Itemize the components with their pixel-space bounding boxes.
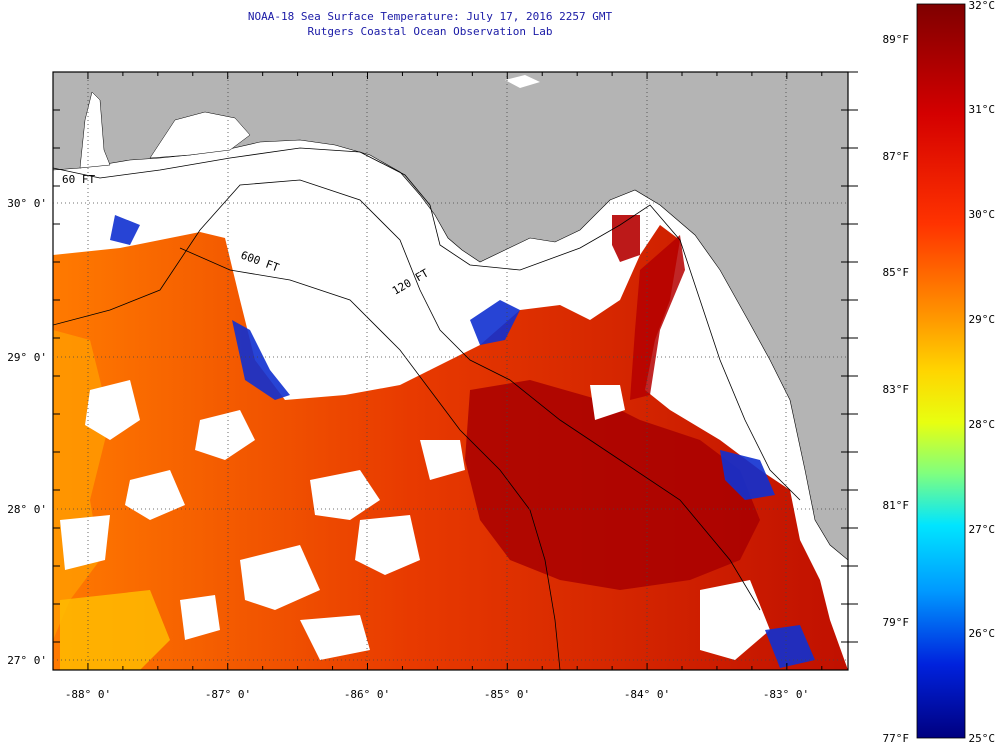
isobath-label-60ft: 60 FT [62, 173, 95, 186]
colorbar-fahrenheit-labels: 89°F 87°F 85°F 83°F 81°F 79°F 77°F [883, 33, 910, 745]
graticule [53, 72, 848, 670]
colorbar-celsius-labels: 32°C 31°C 30°C 29°C 28°C 27°C 26°C 25°C [969, 0, 996, 745]
colorbar-celsius-label: 29°C [969, 313, 996, 326]
latitude-label: 29° 0' [7, 351, 47, 364]
lake-cloud-patch [505, 75, 540, 88]
map-border [52, 71, 849, 671]
colorbar-fahrenheit-label: 83°F [883, 383, 910, 396]
colorbar-celsius-label: 25°C [969, 732, 996, 745]
isobath-600ft [179, 247, 561, 670]
colorbar-fahrenheit-label: 81°F [883, 499, 910, 512]
mobile-bay [79, 91, 111, 169]
longitude-labels: -88° 0' -87° 0' -86° 0' -85° 0' -84° 0' -83° … [65, 688, 809, 701]
frame-ticks [52, 71, 858, 670]
longitude-label: -88° 0' [65, 688, 111, 701]
sst-cooler-southwest [60, 590, 170, 670]
latitude-label: 27° 0' [7, 654, 47, 667]
sst-hot-plume [612, 215, 640, 262]
colorbar-celsius-label: 31°C [969, 103, 996, 116]
colorbar-fahrenheit-label: 85°F [883, 266, 910, 279]
colorbar [916, 3, 966, 739]
colorbar-celsius-label: 30°C [969, 208, 996, 221]
colorbar-celsius-label: 32°C [969, 0, 996, 12]
longitude-label: -84° 0' [624, 688, 670, 701]
cool-coastal-fringe [110, 215, 815, 668]
latitude-label: 30° 0' [7, 197, 47, 210]
latitude-label: 28° 0' [7, 503, 47, 516]
coastal-lagoon [149, 111, 251, 159]
map-title: NOAA-18 Sea Surface Temperature: July 17… [247, 10, 613, 23]
cloud-patches [60, 240, 770, 660]
longitude-label: -87° 0' [205, 688, 251, 701]
isobath-120ft [53, 179, 761, 611]
colorbar-fahrenheit-label: 87°F [883, 150, 910, 163]
longitude-label: -85° 0' [484, 688, 530, 701]
sst-hot-core [465, 380, 760, 590]
colorbar-fahrenheit-label: 79°F [883, 616, 910, 629]
colorbar-fahrenheit-label: 77°F [883, 732, 910, 745]
latitude-labels: 30° 0' 29° 0' 28° 0' 27° 0' [7, 197, 47, 667]
map-subtitle: Rutgers Coastal Ocean Observation Lab [307, 25, 553, 38]
colorbar-celsius-label: 28°C [969, 418, 996, 431]
colorbar-celsius-label: 26°C [969, 627, 996, 640]
isobath-60ft [53, 147, 801, 501]
longitude-label: -83° 0' [763, 688, 809, 701]
colorbar-fahrenheit-label: 89°F [883, 33, 910, 46]
colorbar-celsius-label: 27°C [969, 523, 996, 536]
sst-hot-plume-2 [630, 235, 685, 400]
longitude-label: -86° 0' [344, 688, 390, 701]
